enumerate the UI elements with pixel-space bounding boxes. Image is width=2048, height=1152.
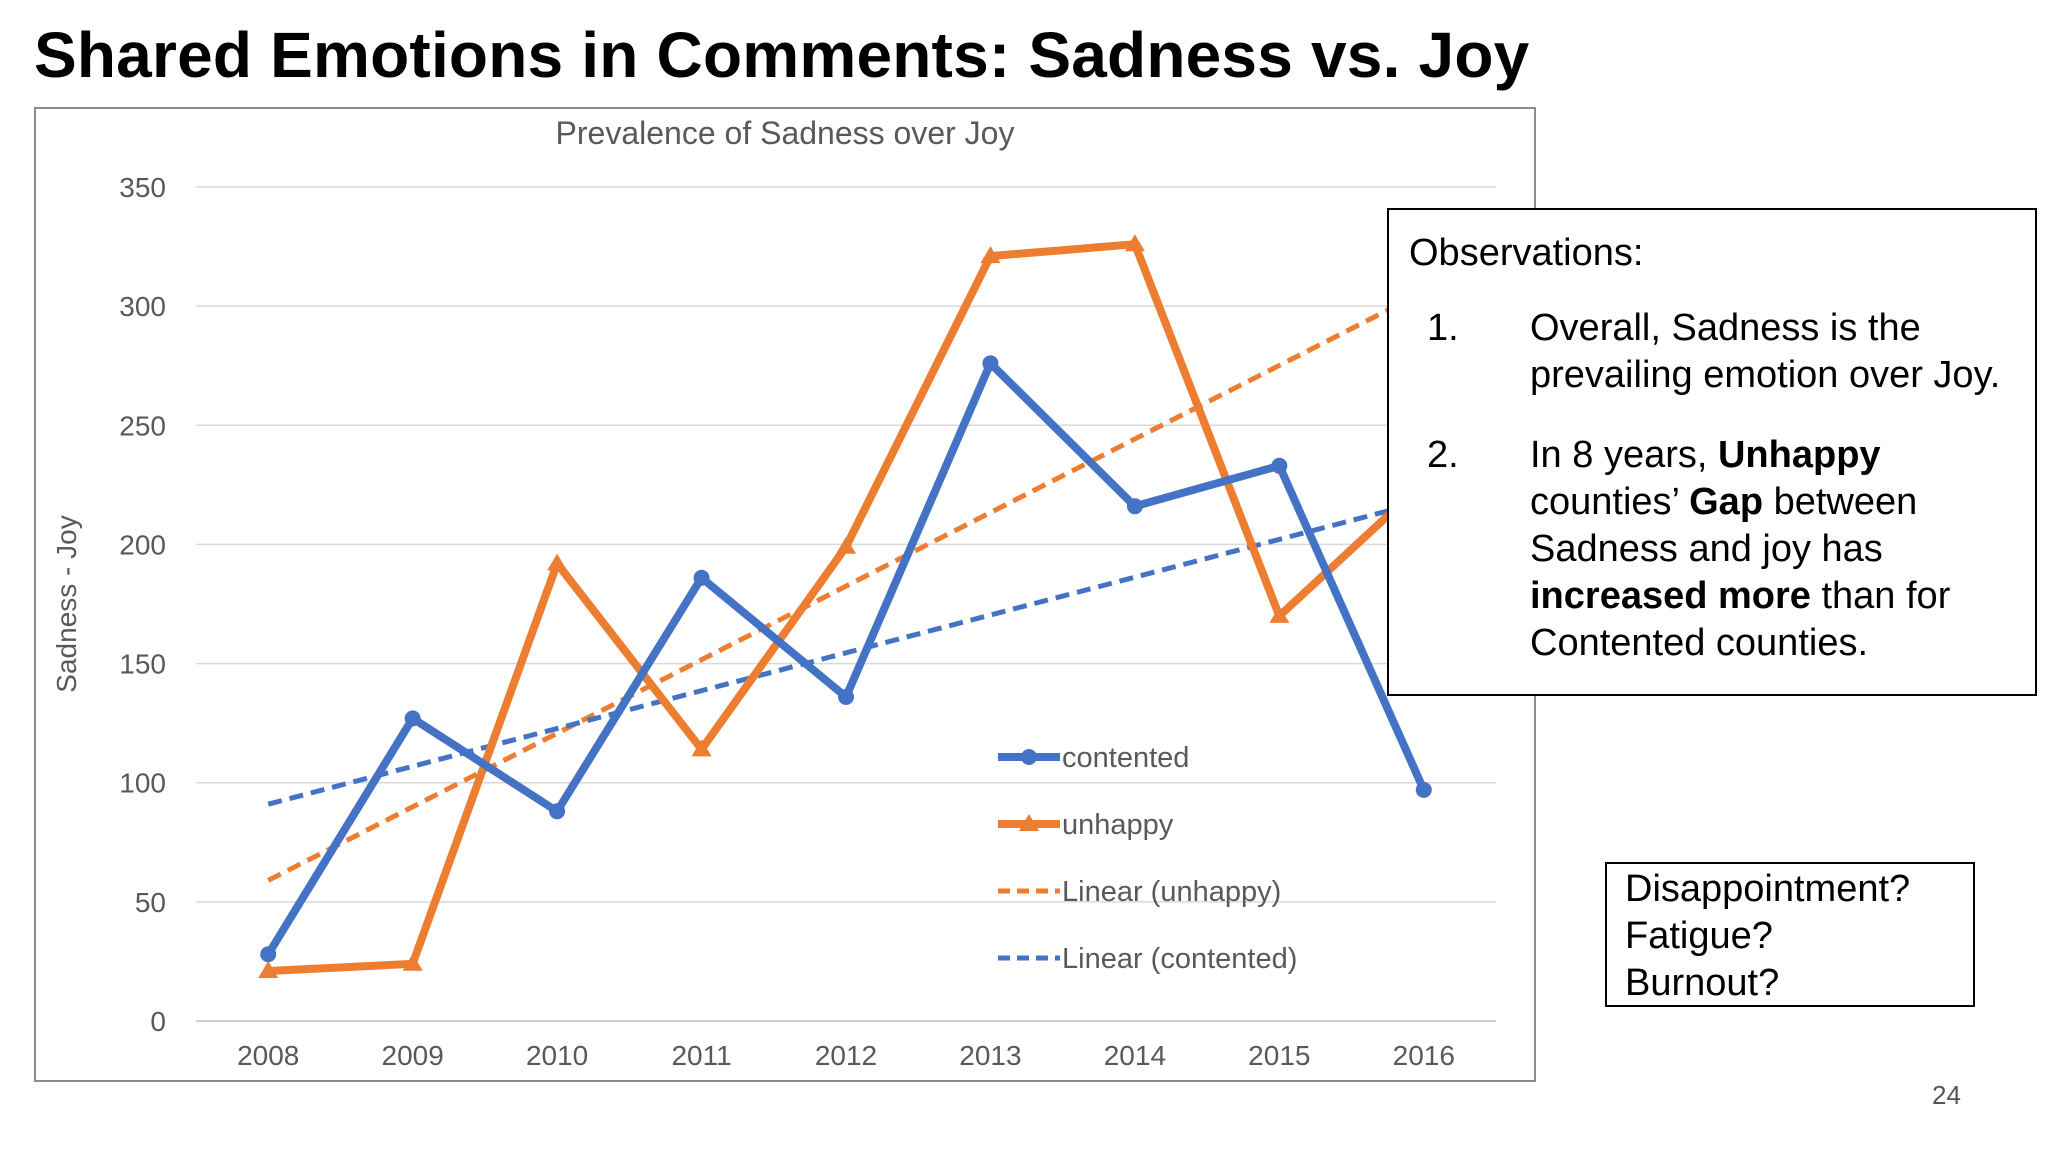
data-point-unhappy <box>980 246 1001 264</box>
x-tick-label: 2011 <box>671 1040 731 1071</box>
observation-number: 1. <box>1427 307 1459 349</box>
data-point-contented <box>693 569 710 586</box>
x-tick-label: 2016 <box>1393 1040 1455 1071</box>
data-point-unhappy <box>1124 234 1145 252</box>
observation-text-part: between Sadness and joy has <box>1530 481 1918 570</box>
y-tick-label: 100 <box>119 768 166 799</box>
chart-title: Prevalence of Sadness over Joy <box>556 115 1015 151</box>
y-tick-label: 350 <box>119 172 166 203</box>
data-point-contented <box>1415 781 1432 798</box>
data-point-contented <box>549 803 566 820</box>
data-point-contented <box>982 355 999 372</box>
x-tick-label: 2008 <box>237 1040 299 1071</box>
data-point-contented <box>1271 457 1288 474</box>
y-tick-label: 0 <box>150 1006 166 1037</box>
y-tick-label: 50 <box>135 887 166 918</box>
series-line-unhappy <box>264 240 1428 975</box>
observation-text-part: In 8 years, <box>1530 434 1718 476</box>
y-axis-label: Sadness - Joy <box>51 515 82 692</box>
data-point-unhappy <box>836 536 856 554</box>
data-point-contented <box>838 688 854 705</box>
line-chart: Prevalence of Sadness over Joy Sadness - … <box>51 115 1496 1071</box>
chart-frame: Prevalence of Sadness over Joy Sadness - … <box>34 107 1536 1082</box>
observation-number: 2. <box>1427 434 1459 476</box>
observation-text: Overall, Sadness is the prevailing emoti… <box>1530 307 2001 396</box>
data-point-unhappy <box>691 739 712 757</box>
observation-bold-increased: increased more <box>1530 575 1811 617</box>
legend-label: unhappy <box>1062 809 1174 841</box>
data-point-unhappy <box>1269 605 1290 623</box>
observation-text: In 8 years, Unhappy counties’ Gap betwee… <box>1530 432 2030 667</box>
observation-text-part: counties’ <box>1530 481 1690 523</box>
legend-label: contented <box>1062 742 1189 774</box>
trendline-linear-unhappy <box>267 289 1425 883</box>
data-point-contented <box>260 946 277 963</box>
legend-marker-unhappy <box>1019 814 1039 831</box>
x-tick-label: 2012 <box>815 1040 877 1071</box>
question-disappointment: Disappointment? <box>1625 868 1911 910</box>
question-burnout: Burnout? <box>1625 962 1780 1004</box>
questions-box: Disappointment? Fatigue? Burnout? <box>1605 862 1975 1007</box>
x-tick-label: 2013 <box>959 1040 1021 1071</box>
y-tick-label: 200 <box>119 529 166 560</box>
x-tick-label: 2015 <box>1248 1040 1310 1071</box>
data-point-unhappy <box>547 553 568 571</box>
series-line-contented <box>264 359 1428 959</box>
y-tick-label: 300 <box>119 291 166 322</box>
x-tick-label: 2014 <box>1104 1040 1166 1071</box>
y-tick-label: 250 <box>119 410 166 441</box>
data-point-unhappy <box>258 960 279 978</box>
legend-label: Linear (unhappy) <box>1062 876 1281 908</box>
x-tick-label: 2010 <box>526 1040 588 1071</box>
legend-label: Linear (contented) <box>1062 943 1297 975</box>
legend-marker-contented <box>1021 749 1037 765</box>
slide-title: Shared Emotions in Comments: Sadness vs.… <box>34 19 1530 91</box>
observation-text-part: than for Contented counties. <box>1530 575 1951 664</box>
data-point-contented <box>404 710 421 727</box>
observations-heading: Observations: <box>1409 232 1644 274</box>
y-tick-label: 150 <box>119 649 166 680</box>
question-fatigue: Fatigue? <box>1625 915 1773 957</box>
observation-bold-gap: Gap <box>1689 481 1764 523</box>
observations-box: Observations: 1. Overall, Sadness is the… <box>1387 208 2037 696</box>
page-number: 24 <box>1932 1080 1961 1110</box>
observation-bold-unhappy: Unhappy <box>1717 434 1881 476</box>
data-point-unhappy <box>402 953 423 971</box>
x-tick-label: 2009 <box>382 1040 444 1071</box>
data-point-contented <box>1126 498 1143 515</box>
